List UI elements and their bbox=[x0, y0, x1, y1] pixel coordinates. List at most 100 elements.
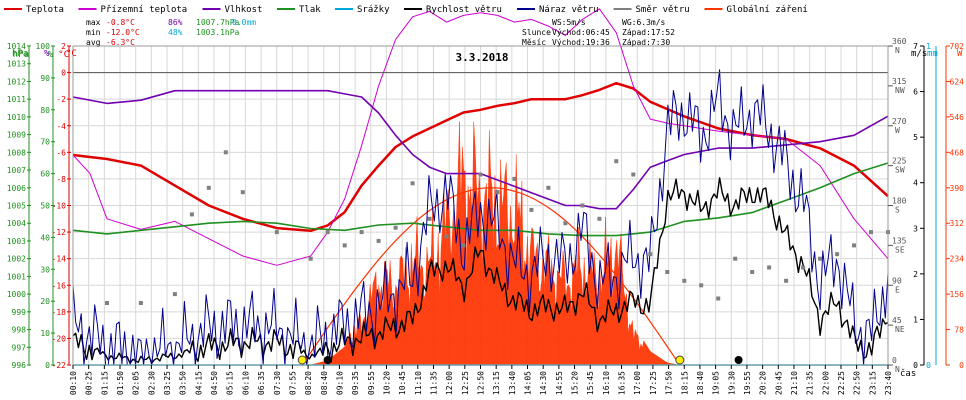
x-tick-label: 18:40 bbox=[696, 371, 705, 395]
temp-tick-label: -16 bbox=[52, 281, 67, 290]
x-tick-label: 13:15 bbox=[492, 371, 501, 395]
wind-ws: WS:5m/s bbox=[552, 18, 586, 27]
moonrise-marker bbox=[734, 356, 743, 364]
x-tick-label: 02:05 bbox=[132, 371, 141, 395]
ground-temperature-line bbox=[72, 8, 889, 266]
x-tick-label: 07:55 bbox=[288, 371, 297, 395]
wind-direction-point bbox=[376, 238, 381, 243]
wind-speed-line bbox=[72, 177, 889, 364]
wind-direction-point bbox=[563, 221, 568, 226]
x-tick-label: 18:15 bbox=[680, 371, 689, 395]
hpa-tick-label: 999 bbox=[12, 308, 27, 317]
x-tick-label: 11:10 bbox=[414, 371, 423, 395]
wind-direction-point bbox=[750, 270, 755, 274]
hpa-tick-label: 1010 bbox=[7, 113, 26, 122]
x-tick-label: 09:55 bbox=[367, 371, 376, 395]
stat-hum: 86% bbox=[168, 18, 183, 27]
dir-tick-label: SW bbox=[895, 166, 905, 175]
x-tick-label: 08:40 bbox=[320, 371, 329, 395]
dir-tick-label: 180 bbox=[892, 197, 907, 206]
temp-tick-label: -2 bbox=[56, 95, 66, 104]
hpa-tick-label: 1013 bbox=[7, 60, 26, 69]
stat-label: min bbox=[86, 28, 101, 37]
x-tick-label: 17:50 bbox=[665, 371, 674, 395]
ms-tick-label: 7 bbox=[913, 42, 918, 51]
x-tick-label: 14:30 bbox=[539, 371, 548, 395]
wind-direction-point bbox=[801, 265, 806, 270]
wind-direction-point bbox=[614, 159, 619, 164]
wind-direction-point bbox=[274, 230, 279, 235]
mm-tick-label: 1 bbox=[926, 42, 931, 51]
hpa-tick-label: 1006 bbox=[7, 184, 26, 193]
dir-tick-label: 270 bbox=[892, 117, 907, 126]
w-tick-label: 234 bbox=[950, 255, 965, 264]
sun-set: Západ:17:52 bbox=[622, 28, 675, 37]
x-tick-label: 03:50 bbox=[179, 371, 188, 395]
dir-tick-label: 0 bbox=[892, 356, 897, 365]
gust-line bbox=[72, 69, 889, 366]
hpa-tick-label: 997 bbox=[12, 343, 27, 352]
stat-label: avg bbox=[86, 38, 101, 47]
stat-hum: 48% bbox=[168, 28, 183, 37]
wind-direction-point bbox=[716, 296, 721, 301]
legend-label: Teplota bbox=[26, 5, 64, 15]
hum-tick-label: 10 bbox=[40, 329, 50, 338]
x-tick-label: 03:25 bbox=[163, 371, 172, 395]
wind-direction-point bbox=[325, 230, 330, 235]
x-tick-label: 13:40 bbox=[508, 371, 517, 395]
wind-direction-point bbox=[105, 301, 109, 305]
hum-tick-label: 70 bbox=[40, 138, 50, 147]
temp-tick-label: 2 bbox=[61, 42, 66, 51]
hpa-tick-label: 998 bbox=[12, 326, 27, 335]
wind-direction-point bbox=[495, 190, 500, 195]
x-tick-label: 01:50 bbox=[116, 371, 125, 395]
x-tick-label: 23:40 bbox=[884, 371, 893, 395]
x-tick-label: 00:25 bbox=[85, 371, 94, 395]
wind-direction-point bbox=[172, 292, 177, 297]
legend-label: Směr větru bbox=[636, 5, 690, 15]
sun-label: Slunce bbox=[522, 28, 551, 37]
x-tick-label: 07:30 bbox=[273, 371, 282, 395]
ms-unit: m/s bbox=[911, 49, 927, 59]
wind-direction-point bbox=[512, 176, 517, 181]
ms-tick-label: 1 bbox=[913, 315, 918, 324]
dir-tick-label: 135 bbox=[892, 236, 907, 245]
hum-unit-top: % bbox=[44, 49, 50, 59]
stat-label: max bbox=[86, 18, 101, 27]
wind-direction-point bbox=[631, 172, 636, 177]
hpa-tick-label: 1014 bbox=[7, 42, 26, 51]
x-tick-label: 16:35 bbox=[618, 371, 627, 395]
hum-tick-label: 40 bbox=[40, 233, 50, 242]
hum-axis-unit: % bbox=[48, 50, 54, 60]
dir-tick-label: 45 bbox=[892, 316, 902, 325]
ms-tick-label: 2 bbox=[913, 270, 918, 279]
radiation-layer bbox=[301, 121, 681, 366]
wind-direction-point bbox=[546, 185, 551, 190]
hum-tick-label: 50 bbox=[40, 202, 50, 211]
mm-tick-label: 0 bbox=[926, 361, 931, 370]
hum-tick-label: 90 bbox=[40, 74, 50, 83]
dir-tick-label: E bbox=[895, 285, 900, 294]
x-tick-label: 09:10 bbox=[335, 371, 344, 395]
wind-direction-point bbox=[784, 278, 789, 283]
dir-tick-label: NE bbox=[895, 325, 905, 334]
hum-tick-label: 100 bbox=[36, 42, 51, 51]
legend-label: Vlhkost bbox=[225, 5, 263, 15]
hpa-tick-label: 1008 bbox=[7, 148, 26, 157]
w-tick-label: 78 bbox=[954, 326, 964, 335]
hpa-tick-label: 1007 bbox=[7, 166, 26, 175]
x-tick-label: 14:05 bbox=[524, 371, 533, 395]
ms-tick-label: 6 bbox=[913, 88, 918, 97]
temp-tick-label: -10 bbox=[52, 202, 67, 211]
wind-direction-point bbox=[682, 278, 687, 283]
wind-direction-point bbox=[359, 230, 364, 235]
temp-tick-label: -22 bbox=[52, 361, 67, 370]
wind-direction-point bbox=[733, 256, 738, 261]
hpa-tick-label: 996 bbox=[12, 361, 27, 370]
stat-temp: -0.8°C bbox=[106, 18, 135, 27]
x-tick-label: 21:10 bbox=[790, 371, 799, 395]
w-tick-label: 0 bbox=[959, 361, 964, 370]
x-tick-label: 04:15 bbox=[194, 371, 203, 395]
x-tick-label: 11:35 bbox=[430, 371, 439, 395]
